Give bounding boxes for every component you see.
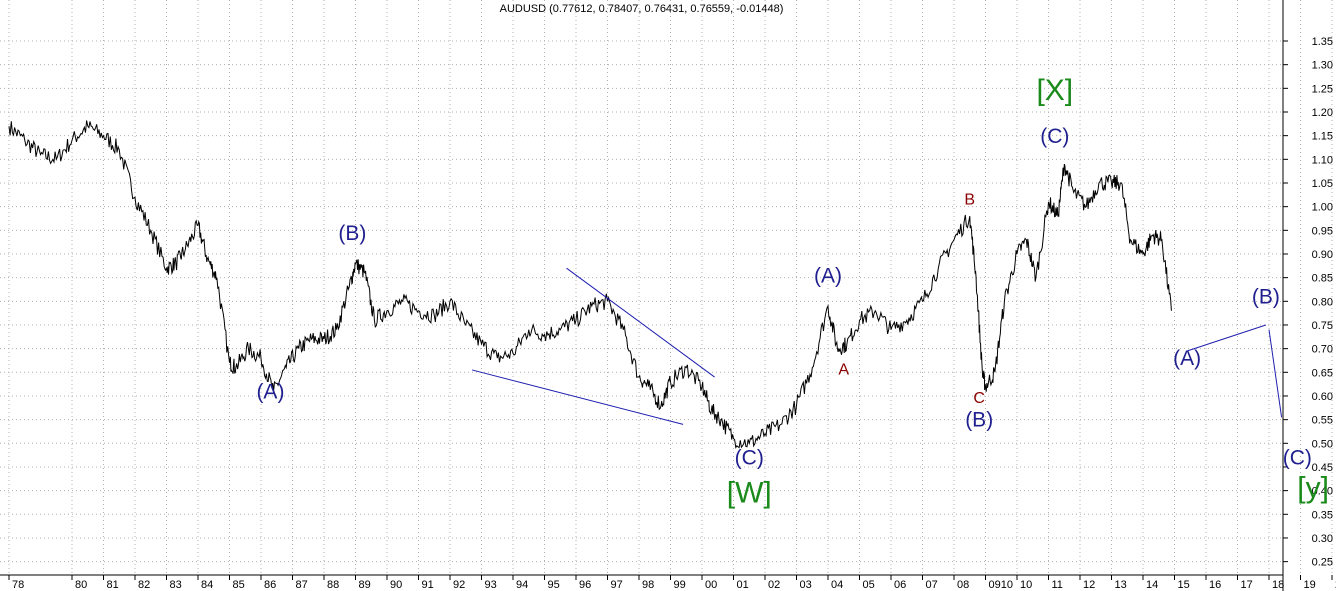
wave-label: (B) [1252, 286, 1280, 309]
x-tick-label: 19 [1304, 579, 1316, 591]
y-tick-label: 0.40 [1312, 486, 1333, 498]
x-tick-label: 17 [1241, 579, 1253, 591]
y-tick-label: 0.95 [1312, 225, 1333, 237]
trendline [1268, 329, 1283, 418]
x-tick-label: 05 [863, 579, 875, 591]
wave-label: (A) [256, 380, 284, 403]
x-tick-label: 83 [170, 579, 182, 591]
wave-label: A [838, 362, 849, 379]
wave-label: (A) [814, 264, 842, 287]
y-tick-label: 0.65 [1312, 367, 1333, 379]
wave-label: C [973, 390, 985, 407]
x-tick-label: 94 [516, 579, 528, 591]
x-tick-label: 91 [422, 579, 434, 591]
y-tick-label: 0.50 [1312, 438, 1333, 450]
trendline [1186, 324, 1267, 352]
x-tick-label: 14 [1146, 579, 1158, 591]
x-tick-label: 92 [453, 579, 465, 591]
y-tick-label: 1.00 [1312, 202, 1333, 214]
x-tick-label: 03 [800, 579, 812, 591]
y-tick-label: 0.30 [1312, 533, 1333, 545]
wave-label: (B) [965, 409, 993, 432]
x-tick-label: 86 [264, 579, 276, 591]
y-tick-label: 0.70 [1312, 344, 1333, 356]
wave-label: (C) [1283, 447, 1312, 470]
x-tick-label: 82 [138, 579, 150, 591]
y-tick-label: 0.55 [1312, 415, 1333, 427]
chart-title: AUDUSD (0.77612, 0.78407, 0.76431, 0.765… [499, 3, 784, 15]
x-tick-label: 97 [611, 579, 623, 591]
y-tick-label: 1.20 [1312, 107, 1333, 119]
wave-label: (B) [338, 222, 366, 245]
x-tick-label: 16 [1209, 579, 1221, 591]
x-tick-label: 95 [548, 579, 560, 591]
x-tick-label: 06 [894, 579, 906, 591]
x-tick-label: 18 [1272, 579, 1284, 591]
wave-label: B [964, 191, 975, 208]
y-tick-label: 0.75 [1312, 320, 1333, 332]
y-tick-label: 0.45 [1312, 462, 1333, 474]
y-tick-label: 1.30 [1312, 60, 1333, 72]
wave-label: (A) [1173, 347, 1201, 370]
x-tick-label: 96 [579, 579, 591, 591]
x-tick-label: 0910 [989, 579, 1013, 591]
x-tick-label: 11 [1052, 579, 1063, 591]
y-tick-label: 1.25 [1312, 83, 1333, 95]
wave-label: (C) [735, 447, 764, 470]
x-tick-label: 12 [1083, 579, 1095, 591]
y-tick-label: 0.85 [1312, 273, 1333, 285]
wave-label: [X] [1036, 74, 1073, 107]
x-tick-label: 01 [737, 579, 749, 591]
y-tick-label: 0.60 [1312, 391, 1333, 403]
y-tick-label: 1.10 [1312, 154, 1333, 166]
y-tick-label: 0.35 [1312, 509, 1333, 521]
x-tick-label: 07 [926, 579, 938, 591]
x-tick-label: 89 [359, 579, 371, 591]
y-tick-label: 1.35 [1312, 36, 1333, 48]
wave-label: (C) [1040, 125, 1069, 148]
y-tick-label: 0.25 [1312, 557, 1333, 569]
x-tick-label: 13 [1115, 579, 1127, 591]
x-tick-label: 02 [768, 579, 780, 591]
x-tick-label: 80 [75, 579, 87, 591]
x-tick-label: 88 [327, 579, 339, 591]
x-tick-label: 15 [1178, 579, 1190, 591]
x-tick-label: 04 [831, 579, 843, 591]
x-tick-label: 81 [107, 579, 119, 591]
x-tick-label: 99 [674, 579, 686, 591]
x-tick-label: 98 [642, 579, 654, 591]
y-tick-label: 1.05 [1312, 178, 1333, 190]
x-tick-label: 87 [296, 579, 308, 591]
x-tick-label: 93 [485, 579, 497, 591]
x-tick-label: 90 [390, 579, 402, 591]
x-tick-label: 10 [1020, 579, 1032, 591]
y-tick-label: 1.15 [1312, 131, 1333, 143]
wave-label: [y] [1297, 472, 1329, 505]
wave-label: [W] [727, 476, 772, 509]
y-tick-label: 0.80 [1312, 296, 1333, 308]
trendline [566, 267, 715, 378]
x-tick-label: 78 [12, 579, 24, 591]
x-tick-label: 08 [957, 579, 969, 591]
x-tick-label: 00 [705, 579, 717, 591]
price-series-line [8, 120, 1172, 449]
y-tick-label: 0.90 [1312, 249, 1333, 261]
x-tick-label: 84 [201, 579, 213, 591]
trendline [471, 369, 684, 425]
x-tick-label: 85 [233, 579, 245, 591]
